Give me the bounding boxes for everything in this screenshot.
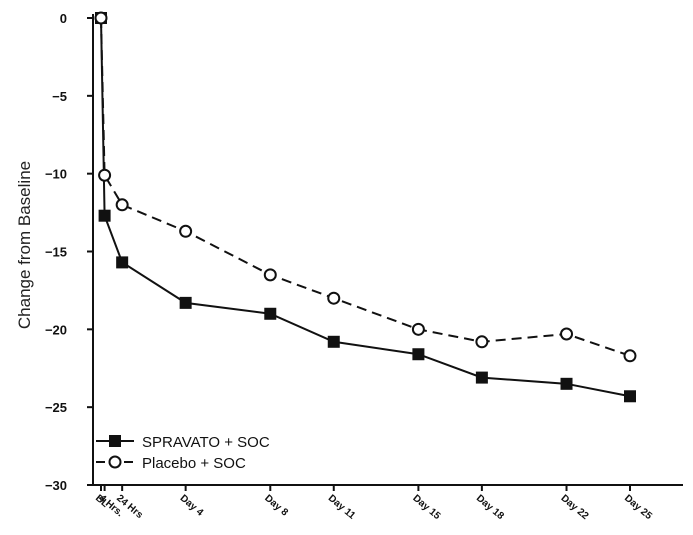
- data-point-spravato: [475, 371, 488, 384]
- series-line-0: [100, 17, 631, 398]
- data-point-placebo: [263, 268, 277, 282]
- series-layer: [94, 11, 637, 403]
- legend-label-spravato: SPRAVATO + SOC: [142, 434, 270, 451]
- x-tick-label: Day 15: [410, 493, 442, 522]
- data-point-spravato: [264, 307, 277, 320]
- data-point-placebo: [623, 349, 637, 363]
- y-tick-label: −25: [45, 400, 67, 415]
- axes: [87, 14, 683, 491]
- y-axis-title: Change from Baseline: [15, 161, 34, 329]
- y-tick-label: −5: [52, 89, 67, 104]
- data-point-spravato: [560, 377, 573, 390]
- legend-marker-spravato: [109, 435, 121, 447]
- y-tick-label: −15: [45, 245, 67, 260]
- data-point-spravato: [179, 296, 192, 309]
- x-tick-label: Day 8: [262, 493, 290, 519]
- data-point-spravato: [98, 209, 111, 222]
- data-point-placebo: [475, 335, 489, 349]
- legend-marker-placebo: [108, 455, 122, 469]
- x-tick-labels: BL4 Hrs.24 Hrs Day 4 Day 8 Day 11 Day 15 Day …: [93, 493, 654, 522]
- data-point-spravato: [327, 335, 340, 348]
- x-tick-label: Day 22: [559, 493, 591, 522]
- data-point-spravato: [116, 256, 129, 269]
- data-point-spravato: [412, 348, 425, 361]
- data-point-placebo: [98, 168, 112, 182]
- data-point-placebo: [179, 224, 193, 238]
- data-point-spravato: [624, 390, 636, 403]
- x-tick-label: Day 18: [474, 493, 506, 522]
- data-point-placebo: [327, 291, 341, 305]
- data-point-placebo: [560, 327, 574, 341]
- x-tick-label: Day 25: [622, 493, 654, 522]
- x-tick-label: Day 4: [178, 493, 206, 519]
- x-tick-label: Day 11: [326, 493, 358, 522]
- series-line-1: [100, 17, 631, 357]
- y-tick-labels: 0 −5 −10 −15 −20 −25 −30: [45, 11, 67, 493]
- legend: SPRAVATO + SOC Placebo + SOC: [96, 434, 270, 472]
- y-tick-label: −10: [45, 167, 67, 182]
- data-point-placebo: [411, 322, 425, 336]
- data-point-placebo: [115, 198, 129, 212]
- y-tick-label: 0: [60, 11, 67, 26]
- y-tick-label: −20: [45, 322, 67, 337]
- data-point-placebo: [94, 11, 108, 25]
- y-tick-label: −30: [45, 478, 67, 493]
- legend-label-placebo: Placebo + SOC: [142, 455, 246, 472]
